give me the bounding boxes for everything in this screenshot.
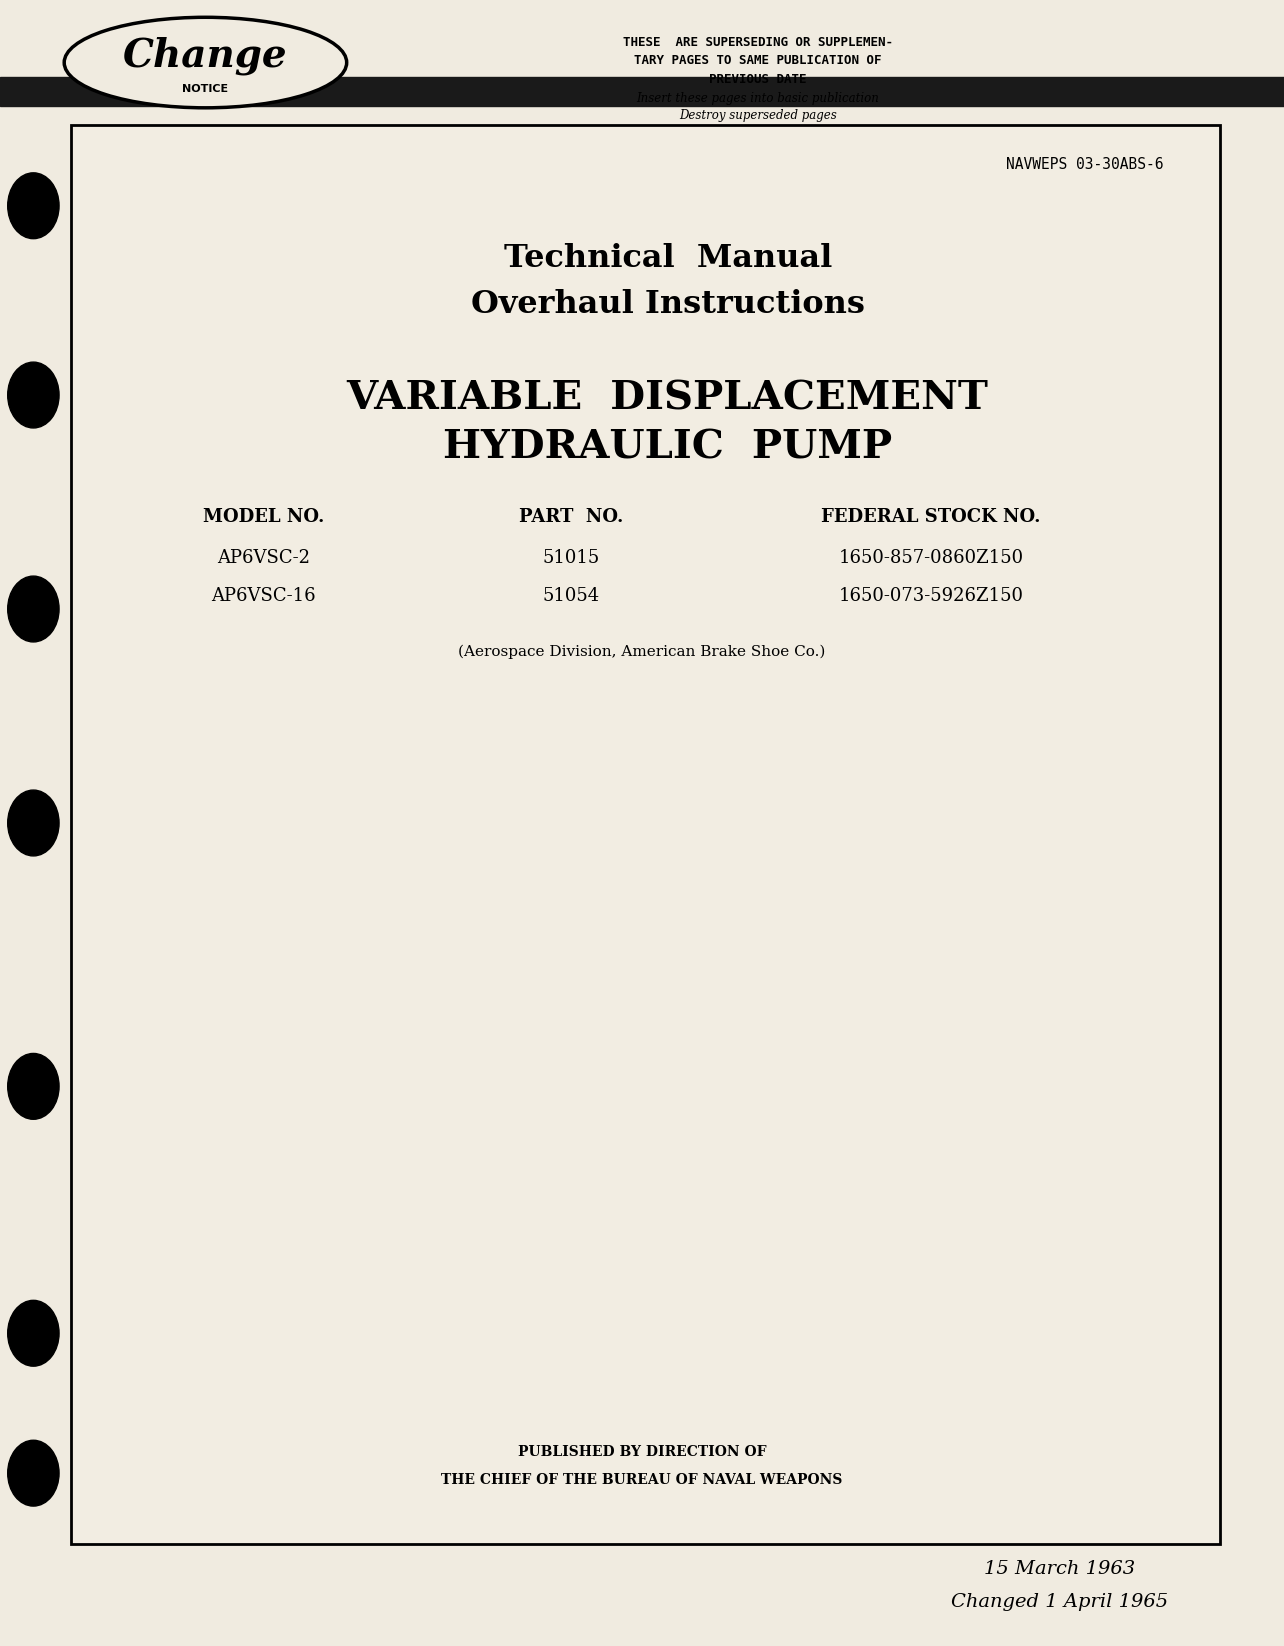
Text: HYDRAULIC  PUMP: HYDRAULIC PUMP bbox=[443, 428, 892, 467]
Text: PART  NO.: PART NO. bbox=[519, 509, 624, 525]
Text: Technical  Manual: Technical Manual bbox=[503, 244, 832, 273]
Circle shape bbox=[8, 576, 59, 642]
Text: Changed 1 April 1965: Changed 1 April 1965 bbox=[950, 1593, 1168, 1610]
FancyBboxPatch shape bbox=[71, 125, 1220, 1544]
Bar bbox=[0, 77, 1284, 105]
Ellipse shape bbox=[64, 18, 347, 109]
Circle shape bbox=[8, 362, 59, 428]
Circle shape bbox=[8, 790, 59, 856]
Text: FEDERAL STOCK NO.: FEDERAL STOCK NO. bbox=[822, 509, 1040, 525]
Text: TARY PAGES TO SAME PUBLICATION OF: TARY PAGES TO SAME PUBLICATION OF bbox=[634, 54, 881, 67]
Text: 1650-073-5926Z150: 1650-073-5926Z150 bbox=[838, 588, 1023, 604]
Text: AP6VSC-16: AP6VSC-16 bbox=[211, 588, 316, 604]
Circle shape bbox=[8, 1300, 59, 1366]
Circle shape bbox=[8, 1053, 59, 1119]
Text: MODEL NO.: MODEL NO. bbox=[203, 509, 324, 525]
Text: NAVWEPS 03-30ABS-6: NAVWEPS 03-30ABS-6 bbox=[1007, 156, 1163, 173]
Text: 51054: 51054 bbox=[543, 588, 600, 604]
Text: (Aerospace Division, American Brake Shoe Co.): (Aerospace Division, American Brake Shoe… bbox=[458, 645, 826, 658]
Text: Overhaul Instructions: Overhaul Instructions bbox=[471, 290, 864, 319]
Text: 51015: 51015 bbox=[543, 550, 600, 566]
Text: VARIABLE  DISPLACEMENT: VARIABLE DISPLACEMENT bbox=[347, 379, 989, 418]
Text: AP6VSC-2: AP6VSC-2 bbox=[217, 550, 309, 566]
Text: 1650-857-0860Z150: 1650-857-0860Z150 bbox=[838, 550, 1023, 566]
Text: PREVIOUS DATE: PREVIOUS DATE bbox=[709, 72, 806, 86]
Text: THESE  ARE SUPERSEDING OR SUPPLEMEN-: THESE ARE SUPERSEDING OR SUPPLEMEN- bbox=[623, 36, 892, 49]
Text: 15 March 1963: 15 March 1963 bbox=[984, 1560, 1135, 1577]
Circle shape bbox=[8, 1440, 59, 1506]
Text: PUBLISHED BY DIRECTION OF: PUBLISHED BY DIRECTION OF bbox=[517, 1445, 767, 1458]
Text: Insert these pages into basic publication: Insert these pages into basic publicatio… bbox=[636, 92, 880, 105]
Text: Change: Change bbox=[123, 36, 288, 76]
Text: THE CHIEF OF THE BUREAU OF NAVAL WEAPONS: THE CHIEF OF THE BUREAU OF NAVAL WEAPONS bbox=[442, 1473, 842, 1486]
Text: NOTICE: NOTICE bbox=[182, 84, 229, 94]
Text: Destroy superseded pages: Destroy superseded pages bbox=[679, 109, 836, 122]
Circle shape bbox=[8, 173, 59, 239]
